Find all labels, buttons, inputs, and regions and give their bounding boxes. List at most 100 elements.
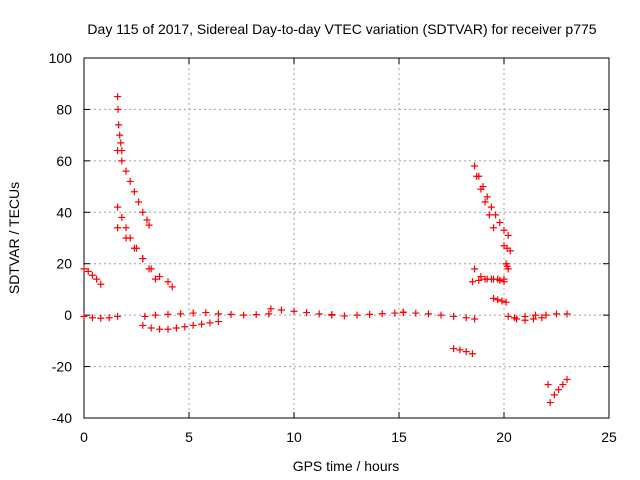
y-tick-label: 100 [49, 50, 73, 66]
data-series [502, 260, 512, 273]
data-point [471, 265, 479, 273]
data-point [164, 278, 172, 286]
data-point [139, 255, 147, 263]
data-point [378, 310, 386, 318]
data-point [122, 224, 130, 232]
data-point [477, 273, 485, 281]
data-series [114, 203, 159, 283]
data-point [240, 311, 248, 319]
data-point [135, 198, 143, 206]
data-point [122, 234, 130, 242]
data-point [391, 309, 399, 317]
plot-frame [83, 57, 610, 419]
data-point [118, 157, 126, 165]
data-series [500, 242, 514, 255]
data-point [97, 280, 105, 288]
data-point [490, 294, 497, 302]
data-point [181, 323, 189, 331]
data-point [559, 381, 567, 389]
data-point [366, 310, 374, 318]
data-series [80, 265, 105, 288]
data-point [130, 188, 138, 196]
data-point [481, 198, 489, 206]
data-point [206, 319, 214, 327]
data-point [471, 315, 479, 323]
data-series [141, 309, 273, 320]
data-point [177, 310, 185, 318]
data-point [487, 275, 495, 283]
data-point [130, 244, 138, 252]
x-tick-label: 25 [601, 429, 617, 445]
data-point [164, 325, 172, 333]
data-point [462, 314, 470, 322]
data-point [563, 310, 571, 318]
data-point [172, 324, 180, 332]
x-tick-label: 20 [496, 429, 512, 445]
data-series [544, 381, 552, 389]
data-point [506, 247, 514, 255]
data-point [504, 312, 512, 320]
y-tick-label: -40 [52, 410, 72, 426]
data-series [490, 294, 510, 306]
data-point [353, 311, 361, 319]
data-point [492, 211, 500, 219]
data-point [542, 311, 550, 319]
data-point [93, 275, 101, 283]
data-point [483, 193, 491, 201]
data-point [198, 320, 206, 328]
data-point [500, 226, 508, 234]
data-point [328, 311, 336, 319]
data-point [139, 321, 147, 329]
data-series [471, 265, 508, 286]
data-point [469, 350, 476, 358]
data-point [189, 309, 197, 317]
y-tick-label: 40 [56, 204, 72, 220]
data-series [114, 93, 126, 155]
data-point [214, 318, 222, 326]
data-point [473, 172, 481, 180]
data-point [126, 177, 134, 185]
data-point [563, 375, 571, 383]
y-axis-label: SDTVAR / TECUs [6, 182, 22, 294]
data-point [521, 312, 529, 320]
data-point [114, 93, 122, 101]
data-point [117, 139, 125, 147]
y-tick-label: 20 [56, 256, 72, 272]
data-series [469, 275, 508, 286]
data-point [437, 311, 445, 319]
data-point [80, 265, 88, 273]
data-series [399, 308, 479, 323]
data-point [118, 213, 126, 221]
data-point [555, 386, 563, 394]
data-point [156, 325, 164, 333]
data-point [151, 275, 159, 283]
data-point [156, 273, 164, 281]
data-point [214, 310, 222, 318]
data-point [122, 167, 130, 175]
data-point [532, 311, 539, 319]
data-point [456, 346, 464, 354]
data-point [502, 298, 510, 306]
data-point [315, 310, 323, 318]
data-point [97, 314, 105, 322]
data-series [328, 309, 407, 320]
data-point [553, 310, 560, 318]
data-point [529, 315, 537, 323]
data-point [399, 308, 407, 316]
data-point [227, 310, 235, 318]
data-point [145, 221, 153, 229]
data-point [116, 131, 124, 139]
data-point [500, 275, 508, 283]
data-series [139, 318, 222, 333]
data-point [265, 310, 273, 318]
data-series [114, 147, 153, 229]
data-point [252, 311, 260, 319]
data-point [462, 348, 470, 356]
data-point [147, 265, 155, 273]
data-point [424, 310, 432, 318]
data-point [189, 321, 197, 329]
data-point [544, 381, 552, 389]
x-tick-label: 15 [391, 429, 407, 445]
data-point [538, 314, 546, 322]
data-point [494, 296, 502, 304]
